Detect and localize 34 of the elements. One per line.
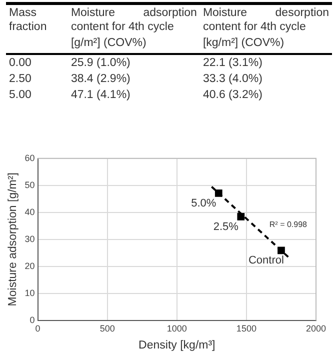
text: Moisture desorption content for 4th cycle	[202, 6, 330, 35]
text: [g/m²] (COV%)	[68, 35, 200, 54]
text: Mass fraction	[8, 6, 48, 35]
y-tick-label: 10	[24, 288, 35, 298]
text: 38.4 (2.9%)	[70, 72, 132, 87]
y-tick-label: 20	[24, 260, 35, 271]
y-tick-label: 50	[24, 180, 35, 190]
y-tick-label: 0	[30, 314, 35, 325]
annotation: Control	[248, 254, 284, 266]
y-tick-label: 30	[24, 234, 35, 244]
annotation: 5.0%	[191, 197, 216, 210]
y-axis-title: Moisture adsorption [g/m²]	[7, 172, 20, 306]
y-tick-label: 40	[24, 206, 35, 217]
text: 5.00	[8, 88, 32, 103]
x-tick-label: 500	[100, 323, 115, 334]
x-tick-label: 2000	[306, 323, 326, 334]
point	[237, 213, 245, 220]
text: [kg/m²] (COV%)	[200, 35, 332, 54]
annotation: R² = 0.998	[269, 220, 308, 230]
text: 0.00	[8, 56, 32, 71]
y-tick-label: 60	[24, 152, 35, 163]
annotation: 2.5%	[213, 220, 239, 233]
text: 33.3 (4.0%)	[202, 72, 264, 87]
point	[278, 246, 285, 254]
x-tick-label: 1500	[236, 323, 256, 334]
x-tick-label: 1000	[166, 323, 187, 334]
x-axis-title: Density [kg/m³]	[138, 339, 216, 352]
text: Moisture adsorption content for 4th cycle	[70, 6, 198, 35]
text: 25.9 (1.0%)	[70, 56, 132, 71]
point	[214, 190, 222, 197]
text: 47.1 (4.1%)	[70, 88, 132, 103]
text: 40.6 (3.2%)	[202, 88, 264, 103]
text: 2.50	[8, 72, 32, 87]
text: 22.1 (3.1%)	[202, 56, 264, 71]
